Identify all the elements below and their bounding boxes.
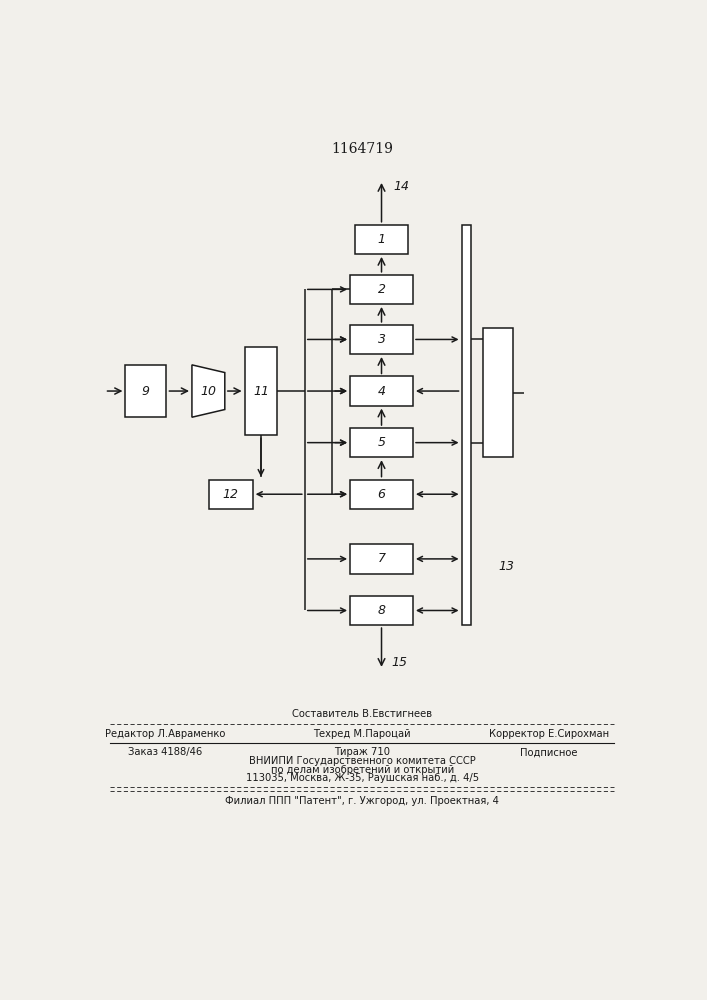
Text: 4: 4: [378, 385, 385, 398]
Text: 11: 11: [253, 385, 269, 398]
Text: 1164719: 1164719: [332, 142, 393, 156]
Text: Тираж 710: Тираж 710: [334, 747, 390, 757]
Bar: [125, 365, 166, 417]
Text: Заказ 4188/46: Заказ 4188/46: [128, 747, 202, 757]
Text: 13: 13: [498, 560, 514, 573]
Text: Корректор Е.Сирохман: Корректор Е.Сирохман: [489, 729, 609, 739]
Text: 5: 5: [378, 436, 385, 449]
Polygon shape: [192, 365, 225, 417]
Bar: [462, 225, 472, 625]
Text: 7: 7: [378, 552, 385, 565]
Text: Подписное: Подписное: [520, 747, 578, 757]
Bar: [350, 325, 413, 354]
Text: Филиал ППП "Патент", г. Ужгород, ул. Проектная, 4: Филиал ППП "Патент", г. Ужгород, ул. Про…: [226, 796, 499, 806]
Text: 3: 3: [378, 333, 385, 346]
Text: 10: 10: [200, 385, 216, 398]
Bar: [350, 480, 413, 509]
Text: 12: 12: [223, 488, 239, 501]
Text: Техред М.Пароцай: Техред М.Пароцай: [313, 729, 411, 739]
Text: 6: 6: [378, 488, 385, 501]
Text: 1: 1: [378, 233, 385, 246]
Bar: [350, 428, 413, 457]
Text: Редактор Л.Авраменко: Редактор Л.Авраменко: [105, 729, 226, 739]
Text: 113035, Москва, Ж-35, Раушская наб., д. 4/5: 113035, Москва, Ж-35, Раушская наб., д. …: [246, 773, 479, 783]
Text: 2: 2: [378, 283, 385, 296]
Text: 14: 14: [394, 180, 409, 193]
Bar: [245, 347, 277, 435]
Text: 15: 15: [392, 656, 407, 669]
Text: ВНИИПИ Государственного комитета СССР: ВНИИПИ Государственного комитета СССР: [249, 756, 476, 766]
Text: по делам изобретений и открытий: по делам изобретений и открытий: [271, 765, 454, 775]
Bar: [483, 328, 513, 457]
Bar: [350, 544, 413, 574]
Bar: [350, 376, 413, 406]
Bar: [350, 275, 413, 304]
Bar: [209, 480, 253, 509]
Text: Составитель В.Евстигнеев: Составитель В.Евстигнеев: [292, 709, 433, 719]
Text: 8: 8: [378, 604, 385, 617]
Text: 9: 9: [142, 385, 150, 398]
Bar: [356, 225, 407, 254]
Bar: [350, 596, 413, 625]
